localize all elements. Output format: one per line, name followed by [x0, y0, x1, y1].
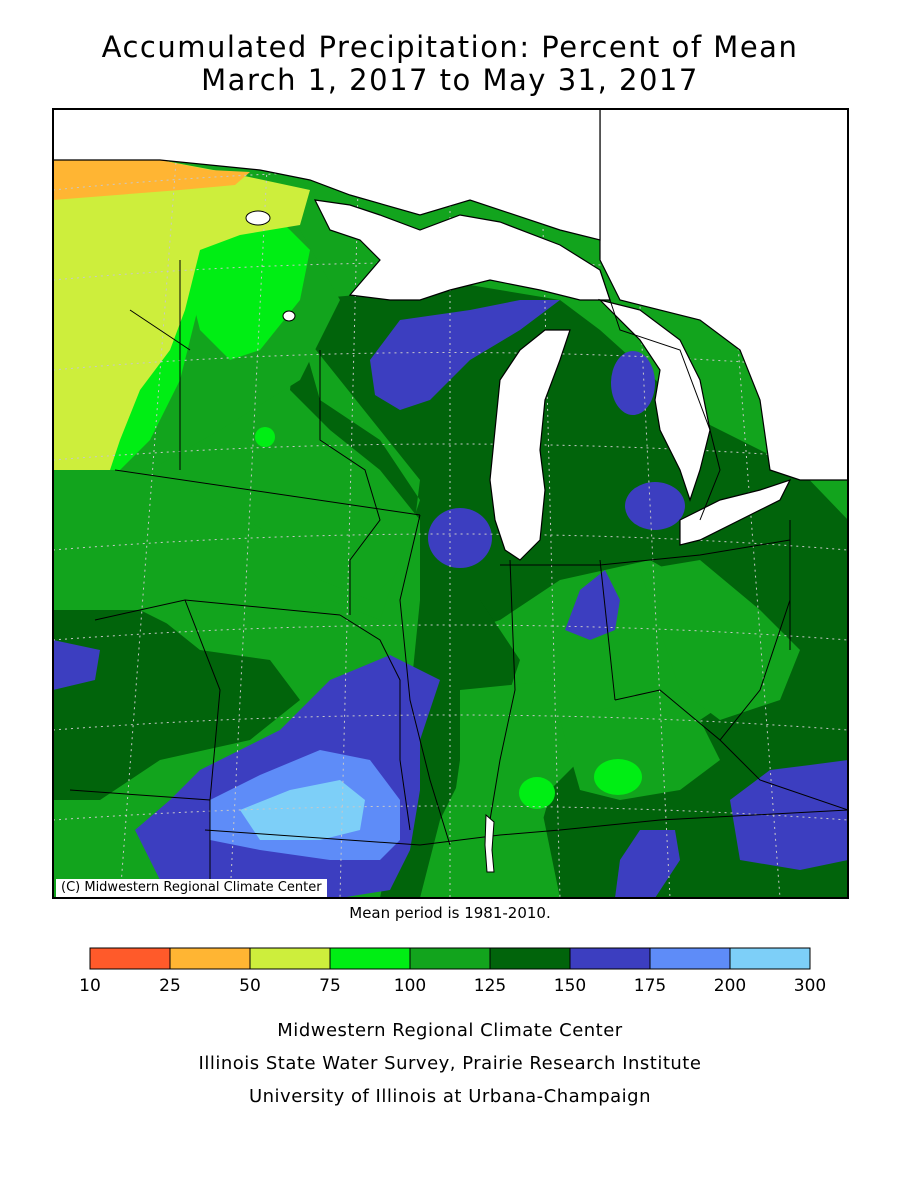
state-borders: [69, 260, 848, 898]
region-175-200: [615, 830, 680, 898]
canada-blank: [53, 109, 601, 241]
border-line: [599, 269, 721, 521]
region-175-200: [625, 482, 685, 530]
region-175-200: [370, 300, 560, 410]
lake-of-the-woods: [245, 210, 271, 226]
map-field: [53, 109, 848, 898]
region-175-200: [428, 508, 492, 568]
credit-line-1: Midwestern Regional Climate Center: [277, 1020, 623, 1041]
legend-colorbar: [89, 947, 811, 970]
region-100-125: [255, 427, 275, 447]
legend-tick-label: 200: [713, 976, 747, 996]
great-lakes: [53, 109, 848, 561]
lake-superior: [313, 199, 611, 301]
legend-swatch: [409, 947, 491, 970]
legend-swatch: [649, 947, 731, 970]
legend-tick-label: 150: [553, 976, 587, 996]
copyright-label: (C) Midwestern Regional Climate Center: [56, 879, 327, 897]
map-title-line1: Accumulated Precipitation: Percent of Me…: [101, 30, 799, 64]
legend-tick-label: 10: [79, 976, 101, 996]
legend-tick-label: 125: [473, 976, 507, 996]
region-100-125: [594, 759, 642, 795]
legend-swatch: [489, 947, 571, 970]
legend-swatch: [169, 947, 251, 970]
legend-tick-label: 175: [633, 976, 667, 996]
region-125-150: [640, 560, 800, 720]
map-frame: [52, 108, 849, 899]
legend-tick-label: 300: [793, 976, 827, 996]
region-175-200: [611, 351, 655, 415]
region-175-200: [53, 640, 100, 690]
region-150-175: [53, 610, 300, 800]
lake-huron: [598, 298, 711, 502]
region-75-100: [53, 160, 310, 470]
canada-blank: [599, 109, 848, 481]
region-50-75: [53, 160, 250, 200]
region-300-plus: [240, 780, 365, 840]
small-lake: [282, 310, 296, 322]
credit-line-3: University of Illinois at Urbana-Champai…: [248, 1086, 652, 1107]
legend-tick-label: 50: [239, 976, 261, 996]
legend-swatch: [249, 947, 331, 970]
credit-line-2: Illinois State Water Survey, Prairie Res…: [198, 1053, 702, 1074]
region-100-125: [519, 777, 555, 809]
reservoir: [484, 813, 495, 873]
region-100-125: [190, 220, 310, 360]
legend-swatch: [89, 947, 171, 970]
legend-tick-label: 25: [159, 976, 181, 996]
map-title-line2: March 1, 2017 to May 31, 2017: [201, 63, 699, 97]
mean-period-note: Mean period is 1981-2010.: [349, 904, 551, 922]
legend-swatch: [569, 947, 651, 970]
legend-swatch: [329, 947, 411, 970]
legend-tick-label: 100: [393, 976, 427, 996]
lake-michigan: [489, 329, 571, 561]
legend-tick-label: 75: [319, 976, 341, 996]
legend-swatch: [729, 947, 811, 970]
lake-erie: [679, 478, 792, 546]
region-175-200: [730, 760, 848, 870]
region-125-150: [53, 330, 420, 640]
